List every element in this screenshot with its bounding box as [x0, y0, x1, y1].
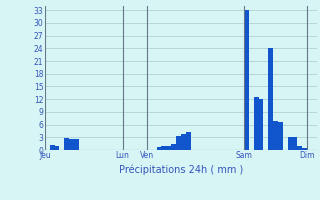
Bar — [288, 137, 292, 150]
Bar — [268, 48, 273, 150]
Bar — [74, 139, 79, 150]
Bar — [54, 146, 60, 150]
Bar — [273, 121, 278, 150]
Bar — [156, 147, 161, 150]
Bar — [186, 132, 190, 150]
Bar — [292, 137, 297, 150]
Bar — [278, 122, 283, 150]
Bar — [176, 136, 181, 150]
Bar — [166, 146, 171, 150]
Bar — [181, 134, 186, 150]
Bar — [161, 146, 166, 150]
Bar — [50, 145, 54, 150]
Bar — [171, 144, 176, 150]
X-axis label: Précipitations 24h ( mm ): Précipitations 24h ( mm ) — [119, 165, 243, 175]
Bar — [302, 148, 307, 150]
Bar — [64, 138, 69, 150]
Bar — [244, 10, 249, 150]
Bar — [69, 139, 74, 150]
Bar — [254, 97, 259, 150]
Bar — [297, 146, 302, 150]
Bar — [259, 99, 263, 150]
